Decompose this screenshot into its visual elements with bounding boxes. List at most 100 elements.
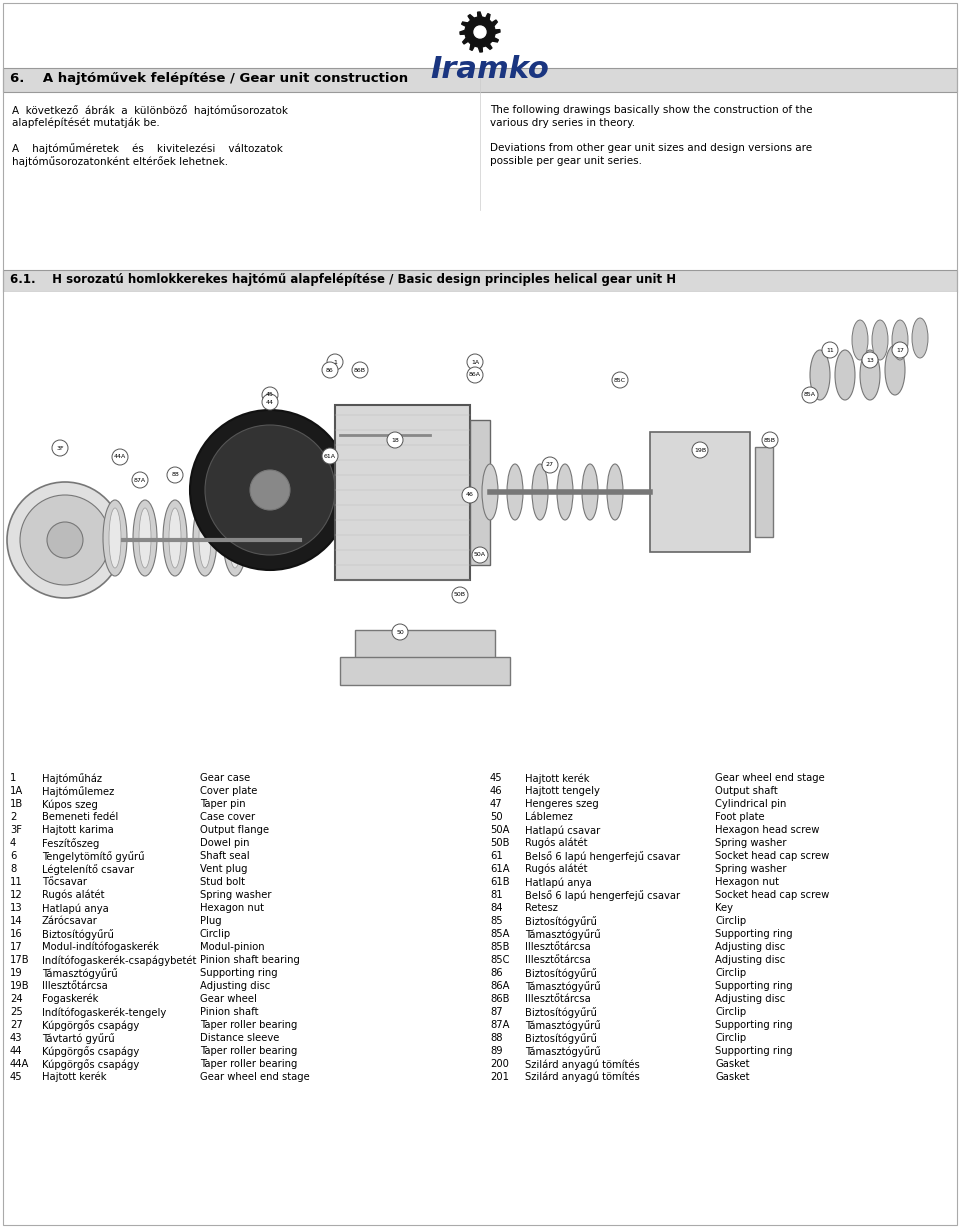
Text: Rugós alátét: Rugós alátét xyxy=(42,890,105,900)
Text: 85B: 85B xyxy=(764,437,776,442)
Ellipse shape xyxy=(557,464,573,519)
Ellipse shape xyxy=(482,464,498,519)
Text: 86: 86 xyxy=(490,968,503,977)
Text: Zárócsavar: Zárócsavar xyxy=(42,916,98,926)
Text: Biztosítógyűrű: Biztosítógyűrű xyxy=(525,916,597,927)
Ellipse shape xyxy=(860,350,880,400)
Text: Kúpgörgős csapágy: Kúpgörgős csapágy xyxy=(42,1046,139,1057)
Text: 86A: 86A xyxy=(490,981,510,991)
Text: 1A: 1A xyxy=(471,360,479,365)
Ellipse shape xyxy=(607,464,623,519)
Circle shape xyxy=(462,488,478,503)
Text: 44: 44 xyxy=(266,399,274,404)
Polygon shape xyxy=(460,12,500,52)
Text: Supporting ring: Supporting ring xyxy=(715,1020,793,1030)
Text: Hatlapú csavar: Hatlapú csavar xyxy=(525,825,600,835)
Text: Spring washer: Spring washer xyxy=(200,890,272,900)
Ellipse shape xyxy=(223,500,247,576)
Text: Plug: Plug xyxy=(200,916,222,926)
Text: 4: 4 xyxy=(10,837,16,849)
Text: Indítófogaskerék-csapágybetét: Indítófogaskerék-csapágybetét xyxy=(42,955,197,965)
Ellipse shape xyxy=(885,345,905,395)
Bar xyxy=(3,270,957,292)
Circle shape xyxy=(387,432,403,448)
Text: 17: 17 xyxy=(896,348,904,352)
Text: Szilárd anyagú tömítés: Szilárd anyagú tömítés xyxy=(525,1072,639,1083)
Text: Deviations from other gear unit sizes and design versions are: Deviations from other gear unit sizes an… xyxy=(490,142,812,154)
Text: Feszítőszeg: Feszítőszeg xyxy=(42,837,100,849)
Text: 50B: 50B xyxy=(454,592,466,598)
Text: 46: 46 xyxy=(490,786,503,796)
Text: Tőcsavar: Tőcsavar xyxy=(42,877,87,887)
Ellipse shape xyxy=(835,350,855,400)
Text: The following drawings basically show the construction of the: The following drawings basically show th… xyxy=(490,106,812,115)
Text: Taper pin: Taper pin xyxy=(200,799,246,809)
Ellipse shape xyxy=(892,321,908,360)
Ellipse shape xyxy=(199,508,211,569)
Circle shape xyxy=(167,467,183,483)
Text: Distance sleeve: Distance sleeve xyxy=(200,1033,279,1043)
Text: Taper roller bearing: Taper roller bearing xyxy=(200,1046,298,1056)
Text: Kúpgörgős csapágy: Kúpgörgős csapágy xyxy=(42,1059,139,1070)
Ellipse shape xyxy=(507,464,523,519)
Text: Belső 6 lapú hengerfejű csavar: Belső 6 lapú hengerfejű csavar xyxy=(525,890,680,901)
Circle shape xyxy=(612,372,628,388)
Text: Circlip: Circlip xyxy=(715,1007,746,1017)
Text: 44A: 44A xyxy=(114,454,126,459)
Text: 19: 19 xyxy=(10,968,23,977)
Text: Illesztőtárcsa: Illesztőtárcsa xyxy=(42,981,108,991)
Text: Hajtott tengely: Hajtott tengely xyxy=(525,786,600,796)
Text: Shaft seal: Shaft seal xyxy=(200,851,250,861)
Text: Adjusting disc: Adjusting disc xyxy=(715,942,785,952)
FancyBboxPatch shape xyxy=(335,405,470,580)
Text: Supporting ring: Supporting ring xyxy=(715,930,793,939)
Text: 50B: 50B xyxy=(490,837,510,849)
Text: Gear wheel end stage: Gear wheel end stage xyxy=(715,772,825,783)
Text: Dowel pin: Dowel pin xyxy=(200,837,250,849)
Text: Indítófogaskerék-tengely: Indítófogaskerék-tengely xyxy=(42,1007,166,1018)
Text: Gear case: Gear case xyxy=(200,772,251,783)
Text: 85C: 85C xyxy=(490,955,510,965)
Ellipse shape xyxy=(7,483,123,598)
Text: 85A: 85A xyxy=(490,930,510,939)
Ellipse shape xyxy=(852,321,868,360)
Text: Biztosítógyűrű: Biztosítógyűrű xyxy=(525,1033,597,1044)
Text: 45: 45 xyxy=(266,393,274,398)
Text: possible per gear unit series.: possible per gear unit series. xyxy=(490,156,642,166)
Text: 1B: 1B xyxy=(10,799,23,809)
Ellipse shape xyxy=(229,508,241,569)
Text: Kúpos szeg: Kúpos szeg xyxy=(42,799,98,809)
Circle shape xyxy=(474,26,486,38)
Text: 1: 1 xyxy=(333,360,337,365)
Text: Cover plate: Cover plate xyxy=(200,786,257,796)
Text: Kúpgörgős csapágy: Kúpgörgős csapágy xyxy=(42,1020,139,1032)
Text: Láblemez: Láblemez xyxy=(525,812,573,822)
Text: Supporting ring: Supporting ring xyxy=(715,981,793,991)
Ellipse shape xyxy=(47,522,83,558)
Text: 45: 45 xyxy=(10,1072,23,1082)
Text: 13: 13 xyxy=(10,903,23,912)
Text: 86A: 86A xyxy=(469,372,481,377)
Text: Supporting ring: Supporting ring xyxy=(715,1046,793,1056)
FancyBboxPatch shape xyxy=(355,630,495,659)
Text: Socket head cap screw: Socket head cap screw xyxy=(715,851,829,861)
Text: 86B: 86B xyxy=(354,367,366,372)
Text: 19B: 19B xyxy=(10,981,30,991)
Ellipse shape xyxy=(810,350,830,400)
Circle shape xyxy=(52,440,68,456)
Text: Pinion shaft bearing: Pinion shaft bearing xyxy=(200,955,300,965)
Text: Támasztógyűrű: Támasztógyűrű xyxy=(525,1020,601,1032)
Text: Támasztógyűrű: Támasztógyűrű xyxy=(525,1046,601,1057)
Ellipse shape xyxy=(250,470,290,510)
Text: Hexagon head screw: Hexagon head screw xyxy=(715,825,820,835)
FancyBboxPatch shape xyxy=(470,420,490,565)
Text: 86B: 86B xyxy=(490,993,510,1005)
Text: 45: 45 xyxy=(490,772,503,783)
Text: hajtóműsorozatonként eltérőek lehetnek.: hajtóműsorozatonként eltérőek lehetnek. xyxy=(12,156,228,167)
Text: Vent plug: Vent plug xyxy=(200,865,248,874)
Text: 6.    A hajtóművek felépítése / Gear unit construction: 6. A hajtóművek felépítése / Gear unit c… xyxy=(10,72,408,85)
FancyBboxPatch shape xyxy=(650,432,750,553)
FancyBboxPatch shape xyxy=(340,657,510,685)
Text: Circlip: Circlip xyxy=(200,930,231,939)
Text: 1A: 1A xyxy=(10,786,23,796)
